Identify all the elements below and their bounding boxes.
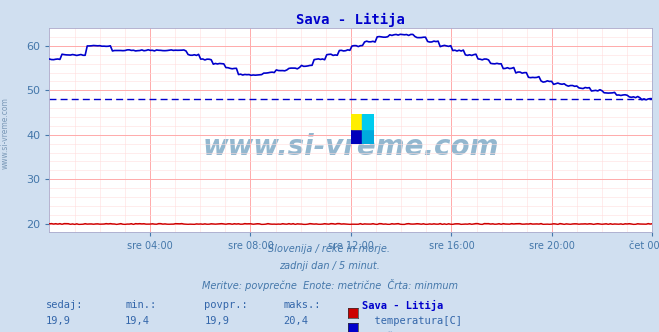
- Bar: [351, 114, 362, 129]
- Text: www.si-vreme.com: www.si-vreme.com: [1, 97, 10, 169]
- Text: 19,9: 19,9: [46, 316, 71, 326]
- Bar: [362, 114, 374, 129]
- Text: Slovenija / reke in morje.: Slovenija / reke in morje.: [268, 244, 391, 254]
- Text: zadnji dan / 5 minut.: zadnji dan / 5 minut.: [279, 261, 380, 271]
- Text: 20,4: 20,4: [283, 316, 308, 326]
- Text: min.:: min.:: [125, 300, 156, 310]
- Text: Meritve: povprečne  Enote: metrične  Črta: minmum: Meritve: povprečne Enote: metrične Črta:…: [202, 279, 457, 290]
- Text: maks.:: maks.:: [283, 300, 321, 310]
- Text: temperatura[C]: temperatura[C]: [362, 316, 463, 326]
- Text: www.si-vreme.com: www.si-vreme.com: [203, 133, 499, 161]
- Bar: [362, 129, 374, 144]
- Text: sedaj:: sedaj:: [46, 300, 84, 310]
- Bar: [351, 129, 362, 144]
- Text: 19,4: 19,4: [125, 316, 150, 326]
- Title: Sava - Litija: Sava - Litija: [297, 13, 405, 27]
- Text: Sava - Litija: Sava - Litija: [362, 300, 444, 311]
- Text: povpr.:: povpr.:: [204, 300, 248, 310]
- Text: 19,9: 19,9: [204, 316, 229, 326]
